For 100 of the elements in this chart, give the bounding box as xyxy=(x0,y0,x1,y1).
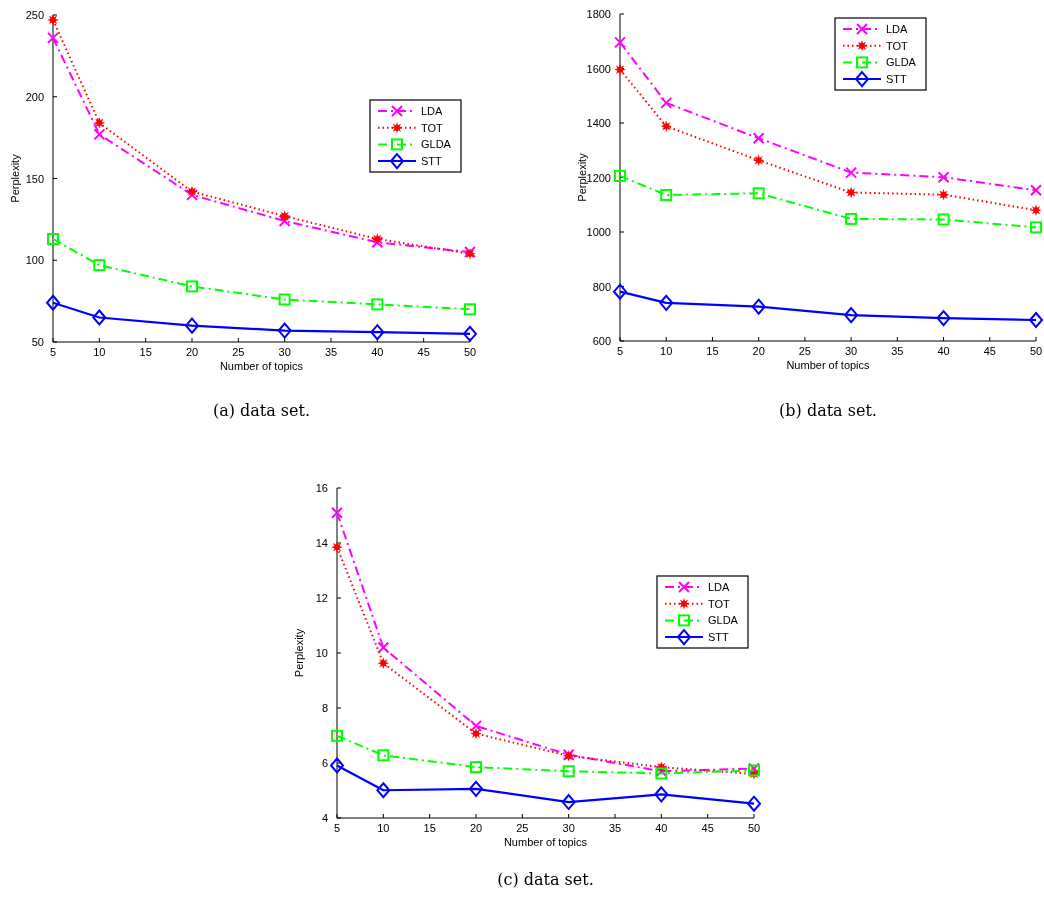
point xyxy=(92,309,107,326)
point xyxy=(370,324,385,341)
legend-label: STT xyxy=(421,155,443,168)
x-tick-label: 10 xyxy=(377,822,390,834)
y-tick-label: 8 xyxy=(321,702,328,714)
point xyxy=(93,259,106,272)
point xyxy=(752,154,765,167)
y-tick-label: 1000 xyxy=(586,226,611,238)
x-axis-title: Number of topics xyxy=(219,360,304,372)
point xyxy=(1030,221,1042,234)
legend-label: TOT xyxy=(421,121,444,134)
y-tick-label: 1400 xyxy=(586,117,611,129)
x-tick-label: 15 xyxy=(706,345,719,357)
x-tick-label: 25 xyxy=(232,346,245,358)
text: (c) data set. xyxy=(497,870,594,889)
point xyxy=(747,795,761,812)
y-tick-label: 100 xyxy=(25,254,44,267)
point xyxy=(752,187,765,200)
y-tick-label: 6 xyxy=(321,757,328,769)
legend-label: LDA xyxy=(421,105,444,117)
point xyxy=(331,541,343,553)
x-tick-label: 20 xyxy=(469,822,483,834)
point xyxy=(47,14,59,26)
legend-label: GLDA xyxy=(421,138,452,151)
x-tick-label: 45 xyxy=(983,345,996,357)
point xyxy=(93,117,106,129)
legend-label: GLDA xyxy=(708,614,739,627)
y-tick-label: 1600 xyxy=(586,62,611,75)
x-tick-label: 25 xyxy=(798,345,812,357)
x-tick-label: 35 xyxy=(608,822,622,834)
x-tick-label: 35 xyxy=(891,345,904,357)
y-tick-label: 10 xyxy=(315,647,328,659)
x-tick-label: 50 xyxy=(747,822,761,834)
y-tick-label: 250 xyxy=(25,9,44,21)
point xyxy=(1030,184,1042,197)
x-tick-label: 5 xyxy=(616,345,624,357)
point xyxy=(561,794,576,811)
point xyxy=(613,283,627,300)
point xyxy=(469,780,483,797)
y-tick-label: 4 xyxy=(321,812,328,824)
x-tick-label: 15 xyxy=(139,346,152,358)
y-tick-label: 600 xyxy=(592,335,611,347)
y-tick-label: 12 xyxy=(315,592,328,604)
x-tick-label: 30 xyxy=(278,346,291,358)
point xyxy=(278,215,291,228)
point xyxy=(330,757,344,774)
point xyxy=(464,303,476,316)
legend-label: GLDA xyxy=(886,56,917,69)
point xyxy=(937,213,950,226)
y-tick-label: 150 xyxy=(25,172,44,185)
x-tick-label: 10 xyxy=(93,346,106,358)
point xyxy=(614,169,626,182)
x-axis-title: Number of topics xyxy=(786,359,871,371)
y-tick-label: 1800 xyxy=(586,8,611,20)
text: (a) data set. xyxy=(212,401,311,420)
x-tick-label: 30 xyxy=(844,345,858,357)
legend-label: LDA xyxy=(708,581,731,593)
point xyxy=(470,761,482,774)
point xyxy=(93,128,106,141)
point xyxy=(845,166,858,179)
point xyxy=(377,641,390,654)
legend-label: STT xyxy=(886,73,908,86)
point xyxy=(463,325,477,342)
legend-label: LDA xyxy=(886,23,909,35)
point xyxy=(751,298,766,315)
x-tick-label: 45 xyxy=(701,822,714,834)
x-tick-label: 40 xyxy=(371,346,384,358)
point xyxy=(377,657,390,669)
legend-label: TOT xyxy=(708,597,731,610)
legend-label: STT xyxy=(708,631,730,644)
x-tick-label: 5 xyxy=(333,822,341,834)
x-tick-label: 50 xyxy=(463,346,477,358)
point xyxy=(1029,312,1043,329)
x-tick-label: 5 xyxy=(49,346,57,358)
y-axis-title: Perplexity xyxy=(576,152,588,202)
point xyxy=(377,749,390,762)
point xyxy=(278,293,291,306)
x-tick-label: 40 xyxy=(655,822,668,834)
x-tick-label: 20 xyxy=(185,346,199,358)
point xyxy=(660,96,673,109)
legend-label: TOT xyxy=(886,39,909,52)
point xyxy=(470,719,482,732)
point xyxy=(562,765,575,778)
x-tick-label: 35 xyxy=(324,346,338,358)
y-axis-title: Perplexity xyxy=(293,628,305,678)
x-tick-label: 20 xyxy=(752,345,765,357)
y-tick-label: 200 xyxy=(25,90,44,103)
point xyxy=(1030,204,1042,216)
y-tick-label: 50 xyxy=(31,336,44,348)
point xyxy=(654,786,669,803)
x-tick-label: 15 xyxy=(423,822,436,834)
text: (b) data set. xyxy=(779,401,877,420)
point xyxy=(47,31,59,44)
point xyxy=(371,298,384,311)
point xyxy=(845,212,858,225)
point xyxy=(659,294,674,311)
point xyxy=(331,729,343,742)
x-tick-label: 40 xyxy=(937,345,950,357)
x-tick-label: 30 xyxy=(562,822,575,834)
point xyxy=(470,727,482,740)
